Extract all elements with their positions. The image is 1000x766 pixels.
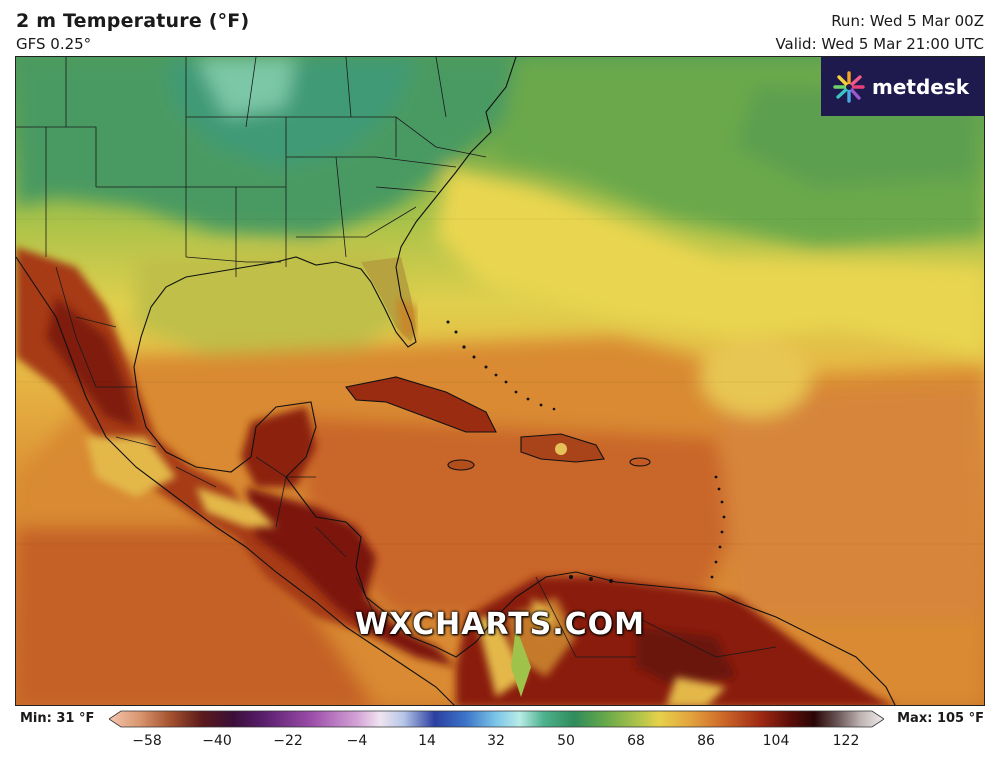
political-borders	[16, 57, 777, 658]
run-time: Run: Wed 5 Mar 00Z	[831, 12, 984, 30]
colorbar-tick: −4	[346, 733, 368, 749]
graticule	[16, 218, 984, 545]
land-hot-regions	[16, 247, 892, 705]
colorbar-tick: 32	[487, 733, 505, 749]
valid-time: Valid: Wed 5 Mar 21:00 UTC	[775, 35, 984, 53]
model-subtitle: GFS 0.25°	[16, 35, 92, 53]
colorbar-tick: 122	[832, 733, 860, 749]
colorbar-tick: −22	[273, 733, 303, 749]
small-islands	[446, 320, 726, 583]
map-title: 2 m Temperature (°F)	[16, 10, 250, 32]
terrain-highlights	[86, 437, 726, 705]
metdesk-logo: metdesk	[821, 57, 984, 116]
colorbar-tick: −40	[202, 733, 232, 749]
colorbar-tick: 50	[557, 733, 575, 749]
wxcharts-watermark: WXCHARTS.COM	[354, 607, 646, 642]
colorbar-tick: 14	[418, 733, 436, 749]
colorbar-ticks: −58 −40 −22 −4 14 32 50 68 86 104 122	[0, 733, 1000, 753]
colorbar-tick: 86	[697, 733, 715, 749]
temperature-map[interactable]: metdesk	[15, 56, 985, 706]
colorbar-tick: 68	[627, 733, 645, 749]
legend-max-label: Max: 105 °F	[897, 711, 984, 726]
metdesk-burst-icon	[833, 70, 865, 103]
andes-green-strip	[511, 627, 531, 697]
colorbar-tick: −58	[132, 733, 162, 749]
metdesk-logo-text: metdesk	[872, 74, 970, 99]
temperature-colorbar	[109, 710, 884, 728]
legend-min-label: Min: 31 °F	[20, 711, 95, 726]
colorbar-tick: 104	[762, 733, 790, 749]
